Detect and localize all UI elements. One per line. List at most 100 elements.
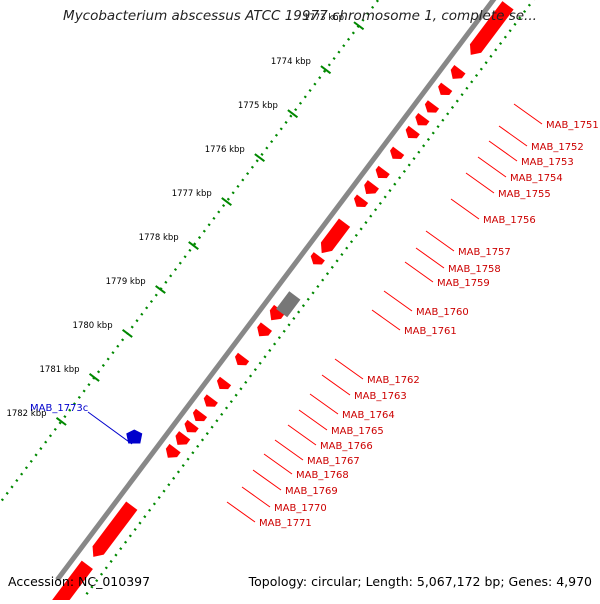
gene-leader-line (334, 358, 364, 380)
tick-dotted-tracks (0, 0, 535, 600)
kbp-tick-label: 1778 kbp (139, 233, 179, 243)
gene-MAB_1773c[interactable] (126, 429, 143, 444)
gene-label-MAB_1764[interactable]: MAB_1764 (342, 410, 395, 421)
gene-label-MAB_1771[interactable]: MAB_1771 (259, 518, 312, 529)
kbp-tick-label: 1774 kbp (271, 57, 311, 67)
chromosome-backbone (55, 0, 497, 582)
kbp-tick-mark (55, 416, 67, 426)
gene-label-MAB_1763[interactable]: MAB_1763 (354, 391, 407, 402)
gene-labels: MAB_1751 MAB_1752 MAB_1753 MAB_1754 MAB_1755… (30, 120, 599, 529)
gene-label-MAB_1756[interactable]: MAB_1756 (483, 215, 536, 226)
gene-label-MAB_1758[interactable]: MAB_1758 (448, 264, 501, 275)
gene-leader-line (415, 247, 445, 269)
accession-text: Accession: NC_010397 (8, 574, 151, 589)
gene-arrow-forward[interactable] (438, 82, 453, 96)
gene-label-leaders (87, 103, 543, 523)
gene-arrow-forward[interactable] (405, 125, 420, 139)
gene-leader-line (371, 309, 401, 331)
inner-dotted-track (81, 0, 535, 600)
kbp-tick-label: 1782 kbp (6, 409, 46, 419)
gene-arrow-forward[interactable] (257, 322, 273, 337)
gene-label-MAB_1760[interactable]: MAB_1760 (416, 307, 469, 318)
gene-leader-line (477, 156, 507, 178)
gene-arrow-forward[interactable] (192, 408, 208, 422)
gene-arrow-forward[interactable] (450, 65, 466, 79)
gene-arrow-forward[interactable] (390, 146, 405, 159)
gene-features (44, 1, 514, 604)
kbp-tick-label: 1781 kbp (40, 365, 80, 375)
gene-label-MAB_1759[interactable]: MAB_1759 (437, 278, 490, 289)
grey-feature[interactable] (276, 291, 301, 318)
gene-leader-line (241, 486, 271, 508)
gene-arrow-forward[interactable] (364, 180, 379, 194)
gene-label-MAB_1757[interactable]: MAB_1757 (458, 247, 511, 258)
gene-leader-line (404, 261, 434, 283)
kbp-tick-mark (122, 329, 133, 338)
gene-arrow-forward[interactable] (92, 501, 138, 557)
kbp-tick-mark (188, 241, 199, 250)
gene-label-MAB_1768[interactable]: MAB_1768 (296, 470, 349, 481)
gene-leader-line (309, 393, 339, 415)
gene-arrow-forward[interactable] (320, 218, 351, 254)
gene-label-MAB_1761[interactable]: MAB_1761 (404, 326, 457, 337)
gene-arrow-forward[interactable] (165, 443, 181, 458)
gene-leader-line (465, 172, 495, 194)
outer-dotted-track (0, 0, 380, 505)
gene-leader-line (425, 230, 455, 252)
gene-arrow-forward[interactable] (203, 394, 218, 407)
kbp-tick-mark (254, 153, 266, 163)
kbp-tick-label: 1779 kbp (106, 277, 146, 287)
gene-label-MAB_1767[interactable]: MAB_1767 (307, 456, 360, 467)
gene-leader-line (298, 409, 328, 431)
gene-leader-line (274, 439, 304, 461)
gene-arrow-forward[interactable] (353, 194, 369, 207)
gene-label-MAB_1773c[interactable]: MAB_1773c (30, 403, 88, 414)
gene-arrow-forward[interactable] (424, 100, 440, 113)
kbp-tick-mark (155, 285, 166, 294)
gene-label-MAB_1752[interactable]: MAB_1752 (531, 142, 584, 153)
gene-arrow-forward[interactable] (415, 113, 430, 126)
gene-arrow-forward[interactable] (375, 165, 390, 179)
gene-arrow-forward[interactable] (234, 352, 250, 366)
kbp-tick-mark (320, 65, 332, 75)
gene-label-MAB_1753[interactable]: MAB_1753 (521, 157, 574, 168)
kbp-tick-label: 1775 kbp (238, 101, 278, 111)
gene-label-MAB_1769[interactable]: MAB_1769 (285, 486, 338, 497)
chromosome-line (55, 0, 497, 582)
kbp-tick-mark (353, 21, 365, 31)
gene-arrow-forward[interactable] (469, 1, 514, 55)
gene-label-MAB_1770[interactable]: MAB_1770 (274, 503, 327, 514)
gene-leader-line (263, 453, 293, 475)
kbp-tick-mark (221, 197, 232, 206)
gene-arrow-forward[interactable] (269, 304, 286, 321)
gene-leader-line (252, 469, 282, 491)
gene-leader-line (450, 198, 480, 220)
gene-label-MAB_1755[interactable]: MAB_1755 (498, 189, 551, 200)
kbp-tick-mark (88, 373, 100, 382)
gene-arrow-forward[interactable] (44, 560, 93, 604)
kbp-tick-mark (287, 109, 299, 119)
gene-label-MAB_1765[interactable]: MAB_1765 (331, 426, 384, 437)
gene-arrow-forward[interactable] (175, 431, 191, 445)
kbp-tick-label: 1773 kbp (304, 13, 344, 23)
summary-text: Topology: circular; Length: 5,067,172 bp… (248, 574, 592, 589)
gene-leader-line (513, 103, 543, 125)
gene-arrow-forward[interactable] (310, 252, 325, 265)
gene-label-MAB_1762[interactable]: MAB_1762 (367, 375, 420, 386)
kbp-tick-label: 1780 kbp (73, 321, 113, 331)
gene-label-MAB_1751[interactable]: MAB_1751 (546, 120, 599, 131)
gene-leader-line (498, 125, 528, 147)
gene-arrow-forward[interactable] (184, 419, 199, 433)
gene-leader-line (287, 424, 317, 446)
gene-label-MAB_1754[interactable]: MAB_1754 (510, 173, 563, 184)
gene-leader-line (383, 290, 413, 312)
gene-arrow-forward[interactable] (216, 376, 232, 390)
gene-label-MAB_1766[interactable]: MAB_1766 (320, 441, 373, 452)
kbp-tick-label: 1777 kbp (172, 189, 212, 199)
gene-leader-line (488, 140, 518, 162)
gene-leader-line (321, 374, 351, 396)
kbp-tick-label: 1776 kbp (205, 145, 245, 155)
